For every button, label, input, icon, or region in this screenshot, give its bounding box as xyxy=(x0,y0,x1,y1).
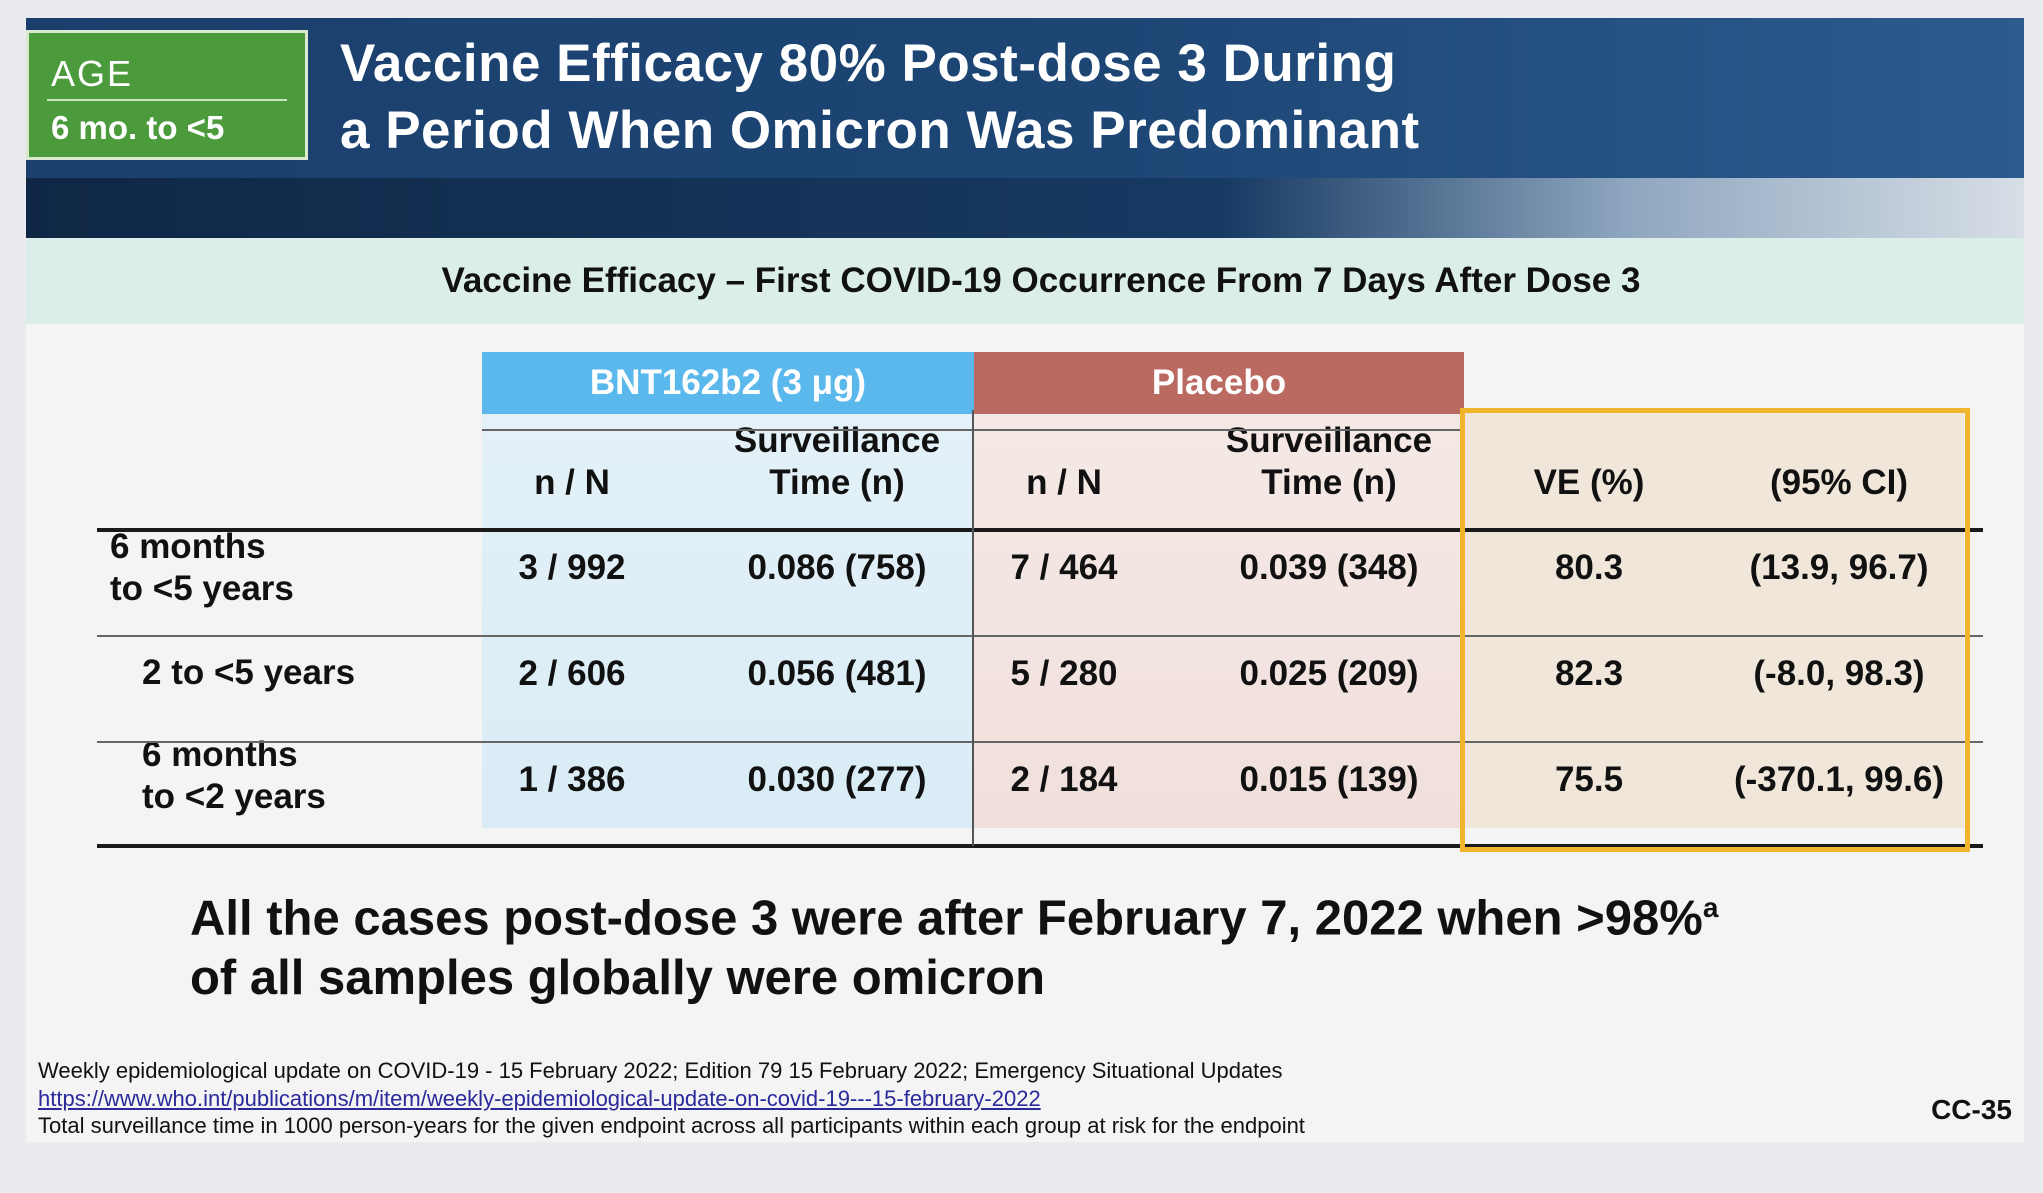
table-subtitle: Vaccine Efficacy – First COVID-19 Occurr… xyxy=(441,261,1641,300)
cell-ve: 80.3 xyxy=(1554,548,1624,587)
cell-ci: (-8.0, 98.3) xyxy=(1753,654,1925,693)
rule-row-1 xyxy=(97,635,1983,637)
cell-pla-surv: 0.039 (348) xyxy=(1239,548,1419,587)
rule-table-bottom xyxy=(97,844,1983,848)
title-line-2: a Period When Omicron Was Predominant xyxy=(340,101,1420,160)
age-label: AGE xyxy=(51,53,134,94)
cell-vac-nN: 1 / 386 xyxy=(518,760,626,799)
ve-highlight-box xyxy=(1460,408,1970,852)
cell-ve: 75.5 xyxy=(1554,760,1624,799)
note-line-1: All the cases post-dose 3 were after Feb… xyxy=(190,891,1719,946)
header-vac-nN: n / N xyxy=(534,463,610,502)
footer-link[interactable]: https://www.who.int/publications/m/item/… xyxy=(38,1086,1041,1111)
cell-ci: (13.9, 96.7) xyxy=(1749,548,1929,587)
age-divider xyxy=(47,99,287,101)
header-vac-surveillance: Surveillance Time (n) xyxy=(733,421,941,502)
cell-pla-nN: 5 / 280 xyxy=(1010,654,1118,693)
header-ci: (95% CI) xyxy=(1769,463,1909,502)
cell-ci: (-370.1, 99.6) xyxy=(1733,760,1945,799)
cell-pla-surv: 0.025 (209) xyxy=(1239,654,1419,693)
cell-vac-nN: 2 / 606 xyxy=(518,654,626,693)
cell-vac-nN: 3 / 992 xyxy=(518,548,626,587)
vaccine-column-bg xyxy=(482,410,974,828)
cell-pla-surv: 0.015 (139) xyxy=(1239,760,1419,799)
divider-vaccine-placebo xyxy=(972,410,974,846)
rule-row-2 xyxy=(97,741,1983,743)
footer-reference: Weekly epidemiological update on COVID-1… xyxy=(38,1058,1283,1083)
ve-column-bg xyxy=(1464,410,1964,828)
cell-vac-surv: 0.030 (277) xyxy=(747,760,927,799)
row-label: 2 to <5 years xyxy=(142,653,356,692)
vaccine-group-header: BNT162b2 (3 μg) xyxy=(482,352,974,414)
cell-ve: 82.3 xyxy=(1554,654,1624,693)
cell-vac-surv: 0.056 (481) xyxy=(747,654,927,693)
slide-number: CC-35 xyxy=(1931,1094,2012,1125)
header-lower-band xyxy=(26,178,2024,238)
cell-vac-surv: 0.086 (758) xyxy=(747,548,927,587)
row-label: 6 months to <5 years xyxy=(110,527,294,608)
omicron-note: All the cases post-dose 3 were after Feb… xyxy=(190,878,1718,1008)
cell-pla-nN: 2 / 184 xyxy=(1010,760,1118,799)
cell-pla-nN: 7 / 464 xyxy=(1010,548,1118,587)
header-ve: VE (%) xyxy=(1533,463,1645,502)
subtitle-banner xyxy=(26,238,2024,324)
placebo-group-header: Placebo xyxy=(974,352,1464,414)
title-line-1: Vaccine Efficacy 80% Post-dose 3 During xyxy=(340,34,1397,93)
rule-header-bottom xyxy=(97,528,1983,532)
footer-surveillance-note: Total surveillance time in 1000 person-y… xyxy=(38,1113,1305,1138)
slide-title: Vaccine Efficacy 80% Post-dose 3 During … xyxy=(340,30,1420,164)
slide: AGE 6 mo. to <5 Vaccine Efficacy 80% Pos… xyxy=(26,18,2024,1142)
header-pla-surveillance: Surveillance Time (n) xyxy=(1225,421,1433,502)
header-pla-nN: n / N xyxy=(1026,463,1102,502)
age-box: AGE 6 mo. to <5 xyxy=(26,30,308,160)
note-line-2: of all samples globally were omicron xyxy=(190,951,1046,1006)
age-range: 6 mo. to <5 xyxy=(51,109,225,146)
placebo-column-bg xyxy=(974,410,1464,828)
row-label: 6 months to <2 years xyxy=(142,735,326,816)
